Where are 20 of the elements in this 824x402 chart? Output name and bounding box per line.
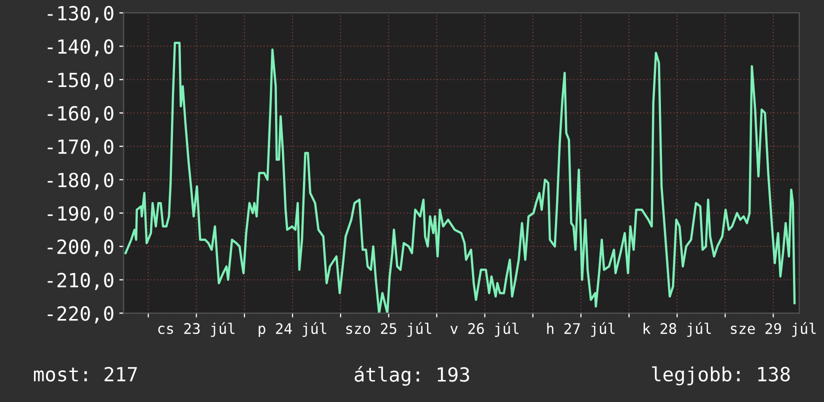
y-tick-label: -140,0 (48, 39, 114, 56)
x-tick-label: p 24 júl (258, 322, 326, 337)
x-tick-label: h 27 júl (547, 322, 615, 337)
y-tick-label: -170,0 (48, 139, 114, 156)
y-tick-label: -180,0 (48, 172, 114, 190)
y-tick-label: -160,0 (48, 106, 114, 124)
x-tick-label: k 28 júl (644, 322, 711, 337)
x-tick-label: sze 29 júl (730, 322, 816, 337)
x-tick-label: v 26 júl (450, 322, 519, 337)
text: most: 217 (34, 366, 137, 382)
y-tick-label: -190,0 (48, 206, 114, 224)
y-tick-label: -200,0 (48, 239, 114, 257)
x-tick-label: cs 23 júl (158, 322, 234, 337)
text: legjobb: 138 (652, 366, 790, 386)
x-tick-label: szo 25 júl (346, 322, 432, 337)
text: átlag: 193 (354, 366, 470, 386)
y-tick-label: -150,0 (48, 72, 114, 90)
y-tick-label: -210,0 (48, 272, 114, 290)
y-tick-label: -220,0 (48, 306, 114, 324)
y-tick-label: -130,0 (48, 6, 114, 24)
